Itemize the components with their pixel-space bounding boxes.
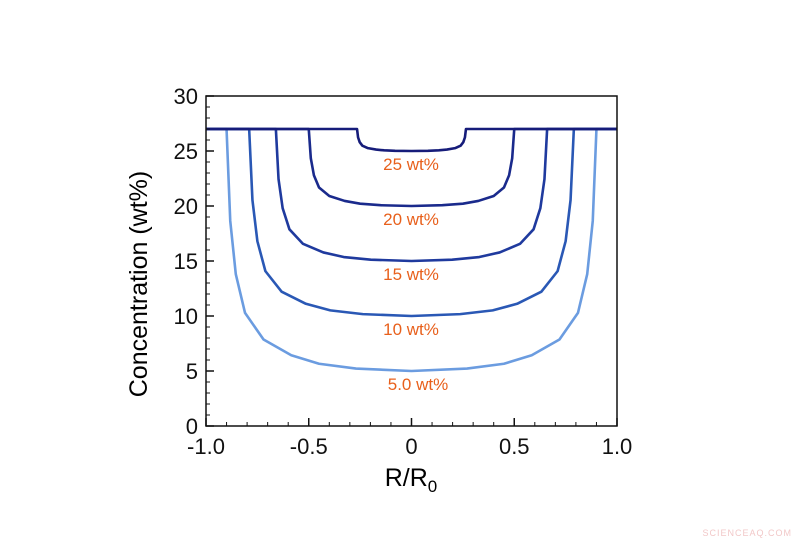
y-tick-label: 5 xyxy=(186,359,198,384)
y-tick-label: 20 xyxy=(174,194,198,219)
curve-annotation: 15 wt% xyxy=(383,265,439,284)
y-axis-label: Concentration (wt%) xyxy=(125,171,153,397)
y-tick-label: 25 xyxy=(174,139,198,164)
x-tick-label: 1.0 xyxy=(602,434,633,459)
series-line xyxy=(206,127,617,318)
curve-annotation: 25 wt% xyxy=(383,155,439,174)
watermark: SCIENCEAQ.COM xyxy=(702,528,792,538)
x-tick-label: -1.0 xyxy=(187,434,225,459)
y-tick-label: 0 xyxy=(186,414,198,439)
series-line xyxy=(206,127,617,208)
x-axis-label-sub: 0 xyxy=(428,477,437,496)
x-axis-label-main: R/R xyxy=(385,464,428,492)
series-line xyxy=(206,127,617,153)
y-tick-label: 10 xyxy=(174,304,198,329)
x-tick-label: -0.5 xyxy=(290,434,328,459)
y-tick-label: 15 xyxy=(174,249,198,274)
x-axis-label: R/R0 xyxy=(385,464,438,496)
curve-annotation: 5.0 wt% xyxy=(388,375,448,394)
curve-annotation: 20 wt% xyxy=(383,210,439,229)
x-tick-label: 0.5 xyxy=(499,434,530,459)
series-line xyxy=(206,127,617,263)
series-line xyxy=(206,127,617,373)
curve-annotation: 10 wt% xyxy=(383,320,439,339)
x-tick-label: 0 xyxy=(405,434,417,459)
y-tick-label: 30 xyxy=(174,84,198,109)
